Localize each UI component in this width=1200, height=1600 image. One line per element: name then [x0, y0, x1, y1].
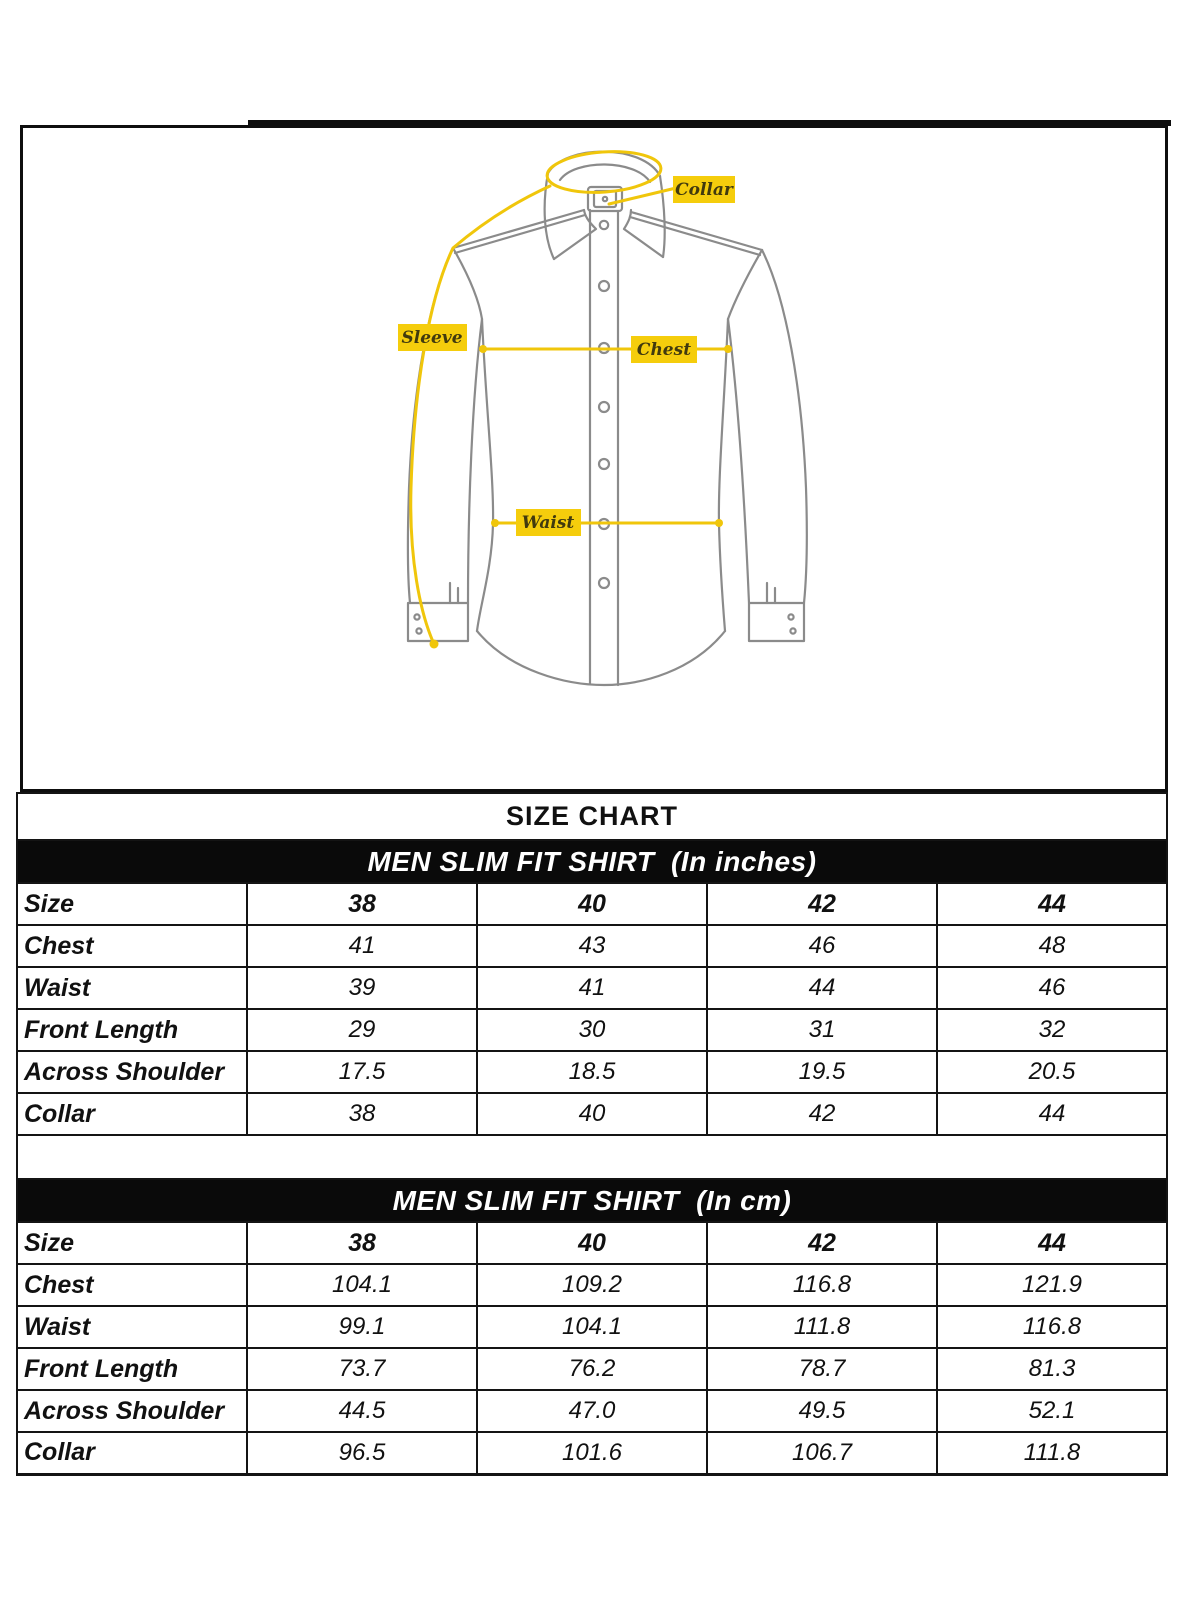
measurement-row: Across Shoulder 17.5 18.5 19.5 20.5 — [16, 1050, 1168, 1094]
chest-label: Chest — [637, 340, 691, 360]
measurement-overlay: Collar Sleeve Chest Waist — [398, 150, 735, 649]
measurement-value: 111.8 — [706, 1305, 938, 1349]
measurement-label: Chest — [16, 1263, 248, 1307]
measurement-label: Collar — [16, 1092, 248, 1136]
collar-measure-loop — [545, 150, 663, 194]
size-header-value: 38 — [246, 882, 478, 926]
measurement-value: 52.1 — [936, 1389, 1168, 1433]
measurement-value: 111.8 — [936, 1431, 1168, 1475]
waist-label: Waist — [522, 513, 575, 533]
size-chart-section: SIZE CHART MEN SLIM FIT SHIRT (In inches)… — [16, 792, 1168, 1476]
measurement-value: 44 — [706, 966, 938, 1010]
measurement-row: Front Length 73.7 76.2 78.7 81.3 — [16, 1347, 1168, 1391]
measurement-value: 76.2 — [476, 1347, 708, 1391]
measurement-row: Collar 96.5 101.6 106.7 111.8 — [16, 1431, 1168, 1475]
frame-top-border — [248, 120, 1171, 126]
table-banner-row: MEN SLIM FIT SHIRT (In cm) — [16, 1178, 1168, 1223]
measurement-label: Waist — [16, 966, 248, 1010]
measure-endpoints — [429, 345, 732, 649]
size-header-value: 44 — [936, 1221, 1168, 1265]
measurement-label: Collar — [16, 1431, 248, 1475]
placket-buttons — [597, 279, 611, 590]
measurement-value: 44 — [936, 1092, 1168, 1136]
table-banner-row: MEN SLIM FIT SHIRT (In inches) — [16, 839, 1168, 884]
table-gap-row — [16, 1134, 1168, 1180]
gap-cell — [16, 1134, 1168, 1180]
measurement-value: 29 — [246, 1008, 478, 1052]
measurement-value: 43 — [476, 924, 708, 968]
measurement-value: 46 — [936, 966, 1168, 1010]
measure-labels: Collar Sleeve Chest Waist — [398, 176, 735, 536]
size-tables-body: SIZE CHART MEN SLIM FIT SHIRT (In inches)… — [16, 792, 1168, 1475]
measurement-value: 40 — [476, 1092, 708, 1136]
measurement-value: 42 — [706, 1092, 938, 1136]
measurement-value: 106.7 — [706, 1431, 938, 1475]
measurement-value: 109.2 — [476, 1263, 708, 1307]
measurement-value: 41 — [246, 924, 478, 968]
table-banner: MEN SLIM FIT SHIRT (In cm) — [16, 1178, 1168, 1223]
size-header-label: Size — [16, 882, 248, 926]
measurement-value: 18.5 — [476, 1050, 708, 1094]
measurement-value: 104.1 — [476, 1305, 708, 1349]
measurement-value: 78.7 — [706, 1347, 938, 1391]
measurement-value: 41 — [476, 966, 708, 1010]
size-header-value: 40 — [476, 882, 708, 926]
measurement-value: 49.5 — [706, 1389, 938, 1433]
measurement-row: Front Length 29 30 31 32 — [16, 1008, 1168, 1052]
size-header-row: Size 38 40 42 44 — [16, 1221, 1168, 1265]
measurement-value: 30 — [476, 1008, 708, 1052]
measurement-label: Across Shoulder — [16, 1389, 248, 1433]
measurement-label: Across Shoulder — [16, 1050, 248, 1094]
measurement-value: 46 — [706, 924, 938, 968]
measurement-label: Chest — [16, 924, 248, 968]
size-chart-title-row: SIZE CHART — [16, 792, 1168, 841]
measurement-label: Front Length — [16, 1008, 248, 1052]
measurement-value: 44.5 — [246, 1389, 478, 1433]
size-header-value: 38 — [246, 1221, 478, 1265]
measurement-row: Waist 39 41 44 46 — [16, 966, 1168, 1010]
shirt-outline — [406, 150, 808, 687]
size-header-value: 42 — [706, 882, 938, 926]
measurement-value: 17.5 — [246, 1050, 478, 1094]
measurement-value: 116.8 — [936, 1305, 1168, 1349]
size-chart-table: SIZE CHART MEN SLIM FIT SHIRT (In inches)… — [16, 792, 1168, 1476]
measurement-label: Front Length — [16, 1347, 248, 1391]
sleeve-label: Sleeve — [401, 328, 462, 348]
measurement-value: 99.1 — [246, 1305, 478, 1349]
size-chart-title: SIZE CHART — [16, 792, 1168, 841]
shirt-measurement-diagram: Collar Sleeve Chest Waist — [20, 125, 1168, 792]
size-header-row: Size 38 40 42 44 — [16, 882, 1168, 926]
measurement-value: 73.7 — [246, 1347, 478, 1391]
measurement-value: 101.6 — [476, 1431, 708, 1475]
measurement-value: 19.5 — [706, 1050, 938, 1094]
measurement-value: 121.9 — [936, 1263, 1168, 1307]
measurement-value: 48 — [936, 924, 1168, 968]
measurement-row: Chest 41 43 46 48 — [16, 924, 1168, 968]
shirt-diagram-svg: Collar Sleeve Chest Waist — [398, 150, 808, 687]
sleeve-measure-line — [409, 184, 552, 646]
measurement-value: 38 — [246, 1092, 478, 1136]
measurement-row: Chest 104.1 109.2 116.8 121.9 — [16, 1263, 1168, 1307]
measurement-value: 104.1 — [246, 1263, 478, 1307]
size-header-value: 40 — [476, 1221, 708, 1265]
collar-label-connector — [607, 186, 678, 206]
measurement-value: 81.3 — [936, 1347, 1168, 1391]
measurement-value: 20.5 — [936, 1050, 1168, 1094]
size-header-value: 42 — [706, 1221, 938, 1265]
collar-label: Collar — [675, 180, 734, 200]
measurement-row: Across Shoulder 44.5 47.0 49.5 52.1 — [16, 1389, 1168, 1433]
measurement-value: 47.0 — [476, 1389, 708, 1433]
measurement-row: Waist 99.1 104.1 111.8 116.8 — [16, 1305, 1168, 1349]
size-header-label: Size — [16, 1221, 248, 1265]
measurement-row: Collar 38 40 42 44 — [16, 1092, 1168, 1136]
measurement-value: 31 — [706, 1008, 938, 1052]
measurement-value: 96.5 — [246, 1431, 478, 1475]
measurement-value: 116.8 — [706, 1263, 938, 1307]
measurement-value: 32 — [936, 1008, 1168, 1052]
measurement-label: Waist — [16, 1305, 248, 1349]
measurement-value: 39 — [246, 966, 478, 1010]
table-banner: MEN SLIM FIT SHIRT (In inches) — [16, 839, 1168, 884]
size-header-value: 44 — [936, 882, 1168, 926]
